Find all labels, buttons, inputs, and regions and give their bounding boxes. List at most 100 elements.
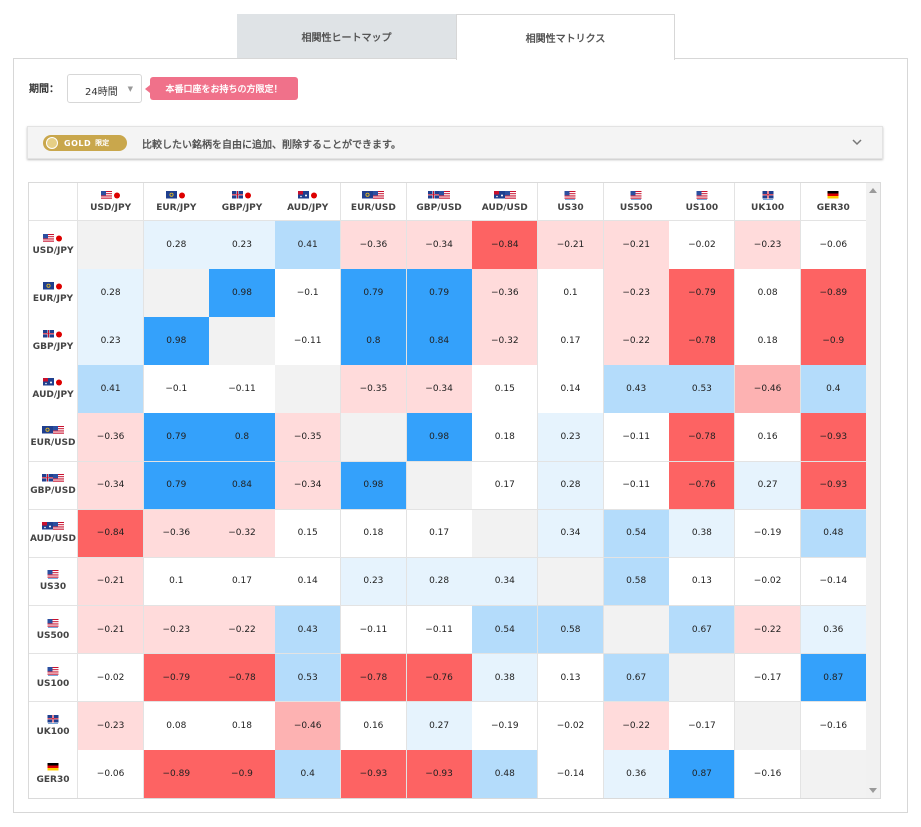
column-header: US100 bbox=[669, 183, 736, 221]
flag-us-index-icon bbox=[630, 190, 642, 200]
matrix-diagonal-cell bbox=[340, 413, 407, 462]
correlation-cell: −0.93 bbox=[800, 461, 867, 511]
correlation-cell: −0.79 bbox=[143, 653, 210, 703]
correlation-cell: 0.79 bbox=[340, 269, 407, 318]
correlation-cell: 0.67 bbox=[669, 605, 736, 655]
scroll-down-icon[interactable] bbox=[869, 788, 877, 793]
column-header-label: USD/JPY bbox=[90, 202, 132, 213]
correlation-cell: −0.21 bbox=[537, 221, 605, 270]
correlation-cell: −0.23 bbox=[735, 221, 802, 270]
correlation-cell: 0.8 bbox=[209, 413, 276, 462]
correlation-cell: 0.87 bbox=[669, 750, 736, 798]
correlation-cell: −0.93 bbox=[406, 750, 473, 798]
correlation-cell: 0.17 bbox=[209, 557, 276, 607]
row-header: UK100 bbox=[29, 702, 78, 751]
column-header-label: GBP/JPY bbox=[221, 202, 263, 213]
correlation-cell: 0.87 bbox=[800, 653, 867, 703]
correlation-cell: 0.38 bbox=[472, 653, 539, 703]
row-header-label: EUR/JPY bbox=[32, 293, 74, 304]
correlation-cell: 0.54 bbox=[472, 605, 539, 655]
correlation-cell: 0.36 bbox=[800, 605, 867, 655]
correlation-cell: 0.08 bbox=[143, 702, 210, 751]
matrix-scrollbar[interactable] bbox=[866, 183, 880, 798]
correlation-cell: 0.84 bbox=[209, 461, 276, 511]
row-header: US100 bbox=[29, 653, 78, 703]
correlation-cell: −0.02 bbox=[78, 653, 145, 703]
correlation-cell: 0.28 bbox=[537, 461, 605, 511]
row-header: GBP/JPY bbox=[29, 317, 78, 366]
correlation-cell: −0.22 bbox=[735, 605, 802, 655]
correlation-cell: −0.23 bbox=[603, 269, 670, 318]
correlation-cell: −0.78 bbox=[340, 653, 407, 703]
flag-gb-us-icon bbox=[42, 474, 64, 482]
tab-matrix[interactable]: 相関性マトリクス bbox=[456, 14, 675, 60]
correlation-cell: 0.4 bbox=[275, 750, 342, 798]
flag-gb-index-icon bbox=[762, 190, 774, 200]
correlation-cell: 0.13 bbox=[669, 557, 736, 607]
correlation-cell: −0.46 bbox=[275, 702, 342, 751]
matrix-diagonal-cell bbox=[800, 750, 867, 798]
correlation-cell: 0.4 bbox=[800, 365, 867, 414]
correlation-cell: 0.1 bbox=[537, 269, 605, 318]
period-select[interactable]: 24時間 ▼ bbox=[67, 74, 142, 103]
correlation-cell: −0.19 bbox=[472, 702, 539, 751]
correlation-cell: −0.1 bbox=[143, 365, 210, 414]
row-header: AUD/JPY bbox=[29, 365, 78, 414]
correlation-cell: 0.34 bbox=[472, 557, 539, 607]
matrix-diagonal-cell bbox=[735, 702, 802, 751]
gold-feature-accordion[interactable]: GOLD 限定 比較したい銘柄を自由に追加、削除することができます。 bbox=[27, 126, 883, 159]
row-header-label: US100 bbox=[36, 678, 70, 689]
correlation-cell: −0.76 bbox=[669, 461, 736, 511]
gold-coin-icon bbox=[46, 137, 58, 149]
correlation-cell: 0.38 bbox=[669, 509, 736, 559]
correlation-cell: −0.9 bbox=[209, 750, 276, 798]
row-header-label: AUD/USD bbox=[29, 534, 76, 545]
correlation-cell: −0.14 bbox=[800, 557, 867, 607]
correlation-cell: 0.58 bbox=[537, 605, 605, 655]
correlation-cell: 0.79 bbox=[406, 269, 473, 318]
row-header-label: EUR/USD bbox=[30, 438, 76, 449]
chevron-down-icon[interactable] bbox=[851, 136, 863, 148]
column-header: GER30 bbox=[800, 183, 867, 221]
correlation-cell: −0.76 bbox=[406, 653, 473, 703]
flag-us-index-icon bbox=[47, 618, 59, 628]
row-header-label: GER30 bbox=[36, 774, 70, 785]
column-header-label: US500 bbox=[619, 202, 653, 213]
correlation-cell: 0.17 bbox=[537, 317, 605, 366]
correlation-cell: 0.14 bbox=[537, 365, 605, 414]
chevron-down-icon: ▼ bbox=[127, 85, 133, 93]
matrix-diagonal-cell bbox=[603, 605, 670, 655]
tab-heatmap[interactable]: 相関性ヒートマップ bbox=[237, 14, 456, 59]
row-header: US500 bbox=[29, 605, 78, 655]
gold-banner-text: 比較したい銘柄を自由に追加、削除することができます。 bbox=[142, 140, 401, 151]
correlation-cell: 0.48 bbox=[800, 509, 867, 559]
row-header-label: GBP/JPY bbox=[32, 341, 74, 352]
scroll-up-icon[interactable] bbox=[869, 188, 877, 193]
correlation-cell: 0.43 bbox=[603, 365, 670, 414]
correlation-cell: −0.36 bbox=[340, 221, 407, 270]
flag-gb-jp-icon bbox=[43, 329, 62, 338]
correlation-cell: −0.16 bbox=[800, 702, 867, 751]
correlation-cell: 0.34 bbox=[537, 509, 605, 559]
correlation-cell: −0.02 bbox=[669, 221, 736, 270]
correlation-cell: 0.14 bbox=[275, 557, 342, 607]
correlation-cell: −0.35 bbox=[275, 413, 342, 462]
correlation-cell: 0.98 bbox=[340, 461, 407, 511]
correlation-cell: −0.23 bbox=[143, 605, 210, 655]
correlation-cell: −0.89 bbox=[143, 750, 210, 798]
column-header: EUR/JPY bbox=[143, 183, 210, 221]
correlation-cell: −0.78 bbox=[669, 317, 736, 366]
correlation-cell: 0.17 bbox=[472, 461, 539, 511]
correlation-cell: 0.18 bbox=[735, 317, 802, 366]
column-header-label: GBP/USD bbox=[416, 202, 462, 213]
correlation-cell: 0.79 bbox=[143, 461, 210, 511]
column-header-label: AUD/USD bbox=[481, 202, 528, 213]
correlation-cell: −0.11 bbox=[406, 605, 473, 655]
correlation-cell: 0.41 bbox=[275, 221, 342, 270]
column-header-label: US100 bbox=[685, 202, 719, 213]
correlation-cell: −0.78 bbox=[209, 653, 276, 703]
correlation-cell: −0.93 bbox=[800, 413, 867, 462]
correlation-cell: 0.36 bbox=[603, 750, 670, 798]
flag-us-index-icon bbox=[564, 190, 576, 200]
column-header: USD/JPY bbox=[78, 183, 145, 221]
